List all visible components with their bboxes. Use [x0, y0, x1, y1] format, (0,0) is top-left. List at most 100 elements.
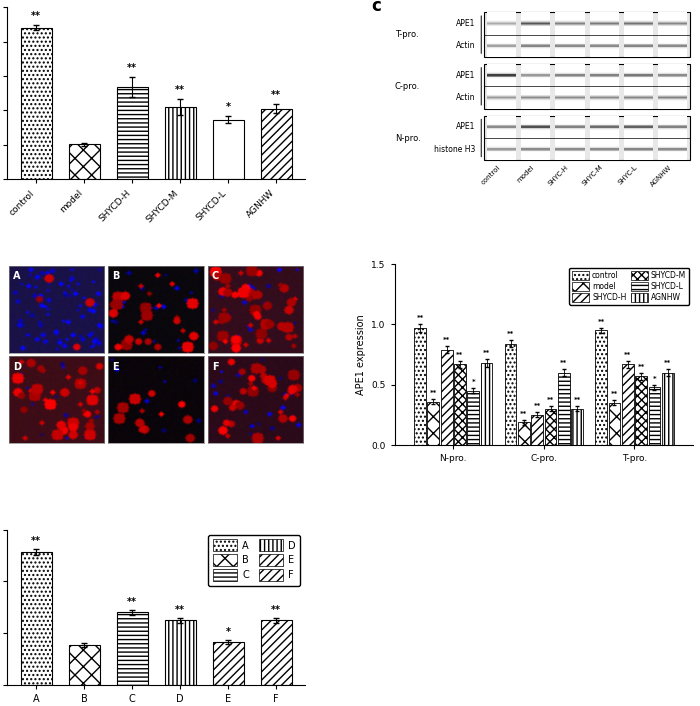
- Bar: [486, 144, 516, 145]
- Bar: [555, 55, 584, 56]
- Bar: [555, 78, 584, 79]
- Bar: [589, 34, 619, 35]
- Bar: [521, 97, 550, 98]
- Bar: [589, 97, 619, 98]
- Bar: [624, 76, 653, 77]
- Bar: [555, 85, 584, 86]
- Bar: [486, 42, 516, 43]
- Text: D: D: [13, 361, 21, 371]
- Bar: [521, 76, 550, 77]
- Bar: [624, 51, 653, 52]
- Bar: [624, 148, 653, 149]
- Bar: [624, 38, 653, 39]
- Bar: [658, 32, 687, 33]
- Bar: [555, 56, 584, 57]
- Bar: [658, 108, 687, 109]
- Bar: [624, 156, 653, 157]
- Bar: [589, 21, 619, 22]
- Bar: [521, 129, 550, 130]
- Bar: [213, 642, 244, 685]
- Bar: [486, 47, 516, 48]
- Bar: [624, 98, 653, 99]
- Bar: [521, 106, 550, 107]
- Bar: [589, 43, 619, 44]
- Bar: [624, 108, 653, 109]
- Bar: [589, 71, 619, 72]
- Bar: [658, 140, 687, 141]
- Bar: [589, 144, 619, 145]
- Bar: [589, 47, 619, 48]
- Bar: [486, 65, 516, 66]
- Bar: [589, 150, 619, 152]
- Bar: [658, 14, 687, 16]
- Bar: [555, 158, 584, 159]
- Bar: [521, 108, 550, 109]
- Bar: [658, 86, 687, 87]
- Bar: [555, 96, 584, 97]
- Bar: [454, 364, 466, 445]
- Bar: [589, 17, 619, 18]
- Bar: [521, 20, 550, 21]
- Bar: [521, 25, 550, 26]
- Bar: [589, 98, 619, 99]
- Bar: [521, 14, 550, 16]
- Text: **: **: [175, 85, 185, 95]
- Bar: [486, 97, 516, 98]
- Bar: [624, 29, 653, 30]
- Bar: [555, 76, 584, 77]
- Bar: [658, 21, 687, 22]
- Text: **: **: [560, 360, 568, 366]
- Bar: [658, 100, 687, 101]
- Bar: [521, 23, 550, 24]
- Bar: [624, 45, 653, 46]
- Bar: [486, 27, 516, 28]
- Bar: [428, 402, 439, 445]
- Bar: [555, 120, 584, 121]
- Bar: [521, 80, 550, 81]
- Bar: [555, 153, 584, 154]
- Bar: [555, 106, 584, 107]
- Bar: [658, 104, 687, 105]
- Bar: [486, 152, 516, 153]
- Bar: [624, 79, 653, 80]
- Bar: [521, 91, 550, 92]
- Bar: [658, 38, 687, 39]
- Bar: [624, 95, 653, 96]
- Bar: [624, 86, 653, 87]
- Bar: [486, 149, 516, 150]
- Bar: [555, 77, 584, 78]
- Bar: [213, 120, 244, 179]
- Bar: [624, 37, 653, 38]
- Bar: [555, 50, 584, 51]
- Bar: [658, 65, 687, 66]
- Bar: [589, 80, 619, 81]
- Bar: [518, 422, 530, 445]
- Bar: [486, 56, 516, 57]
- Bar: [658, 92, 687, 93]
- Bar: [481, 363, 493, 445]
- Bar: [624, 78, 653, 79]
- Bar: [658, 70, 687, 71]
- Bar: [555, 69, 584, 70]
- Bar: [521, 141, 550, 142]
- Bar: [486, 153, 516, 154]
- Text: **: **: [127, 64, 137, 73]
- Bar: [589, 76, 619, 77]
- Bar: [69, 645, 99, 685]
- Bar: [658, 134, 687, 135]
- Bar: [589, 148, 619, 149]
- Bar: [486, 92, 516, 93]
- Bar: [624, 121, 653, 122]
- Bar: [589, 35, 619, 36]
- Text: *: *: [652, 376, 656, 382]
- Bar: [486, 129, 516, 130]
- Bar: [589, 18, 619, 19]
- Bar: [555, 108, 584, 109]
- Bar: [521, 32, 550, 33]
- Bar: [521, 70, 550, 71]
- Bar: [555, 124, 584, 126]
- Bar: [555, 82, 584, 83]
- Bar: [658, 18, 687, 19]
- Bar: [484, 12, 690, 57]
- Bar: [589, 72, 619, 73]
